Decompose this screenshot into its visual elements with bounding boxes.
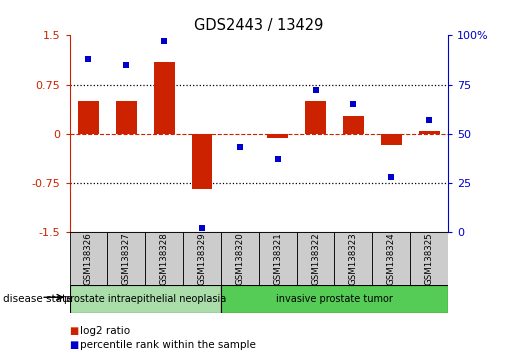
Bar xyxy=(381,133,402,145)
Text: disease state: disease state xyxy=(3,294,72,304)
Bar xyxy=(419,131,439,133)
Bar xyxy=(183,232,221,285)
Bar xyxy=(221,285,448,313)
Point xyxy=(236,144,244,150)
Text: GSM138329: GSM138329 xyxy=(198,232,207,285)
Point xyxy=(122,62,130,68)
Text: GSM138323: GSM138323 xyxy=(349,232,358,285)
Bar xyxy=(192,133,212,189)
Bar xyxy=(267,133,288,138)
Point xyxy=(387,174,396,180)
Text: log2 ratio: log2 ratio xyxy=(80,326,130,336)
Bar xyxy=(343,116,364,133)
Text: GSM138328: GSM138328 xyxy=(160,232,168,285)
Text: ■: ■ xyxy=(70,326,79,336)
Text: GSM138320: GSM138320 xyxy=(235,232,244,285)
Point xyxy=(312,87,320,93)
Text: GSM138327: GSM138327 xyxy=(122,232,131,285)
Text: invasive prostate tumor: invasive prostate tumor xyxy=(276,294,393,304)
Bar xyxy=(335,232,372,285)
Bar xyxy=(154,62,175,133)
Point xyxy=(84,56,93,62)
Text: GSM138325: GSM138325 xyxy=(425,232,434,285)
Point xyxy=(425,117,433,123)
Bar xyxy=(410,232,448,285)
Text: percentile rank within the sample: percentile rank within the sample xyxy=(80,340,256,350)
Point xyxy=(349,101,357,107)
Bar xyxy=(297,232,335,285)
Point xyxy=(273,156,282,162)
Bar xyxy=(70,232,107,285)
Bar xyxy=(116,101,136,133)
Bar xyxy=(107,232,145,285)
Point xyxy=(160,39,168,44)
Text: GSM138324: GSM138324 xyxy=(387,232,396,285)
Bar xyxy=(78,101,99,133)
Bar xyxy=(305,101,326,133)
Bar xyxy=(145,232,183,285)
Bar xyxy=(259,232,297,285)
Title: GDS2443 / 13429: GDS2443 / 13429 xyxy=(194,18,323,33)
Text: GSM138326: GSM138326 xyxy=(84,232,93,285)
Bar xyxy=(372,232,410,285)
Text: GSM138322: GSM138322 xyxy=(311,232,320,285)
Text: ■: ■ xyxy=(70,340,79,350)
Point xyxy=(198,225,206,231)
Text: GSM138321: GSM138321 xyxy=(273,232,282,285)
Bar xyxy=(221,232,259,285)
Text: prostate intraepithelial neoplasia: prostate intraepithelial neoplasia xyxy=(64,294,227,304)
Bar xyxy=(70,285,221,313)
